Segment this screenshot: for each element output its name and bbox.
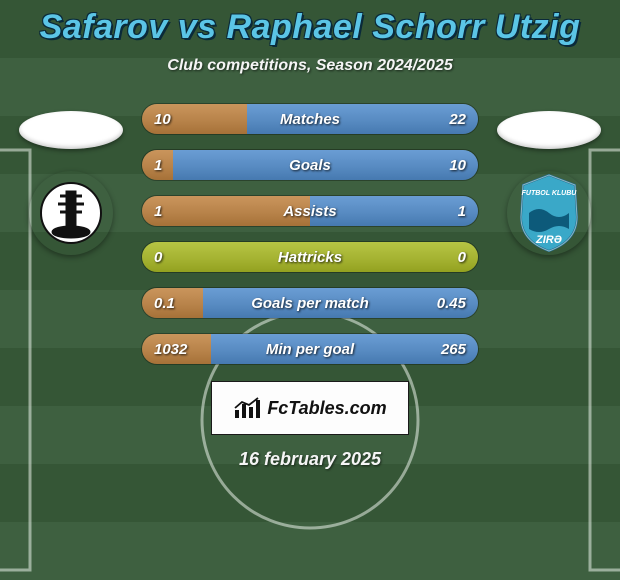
stat-bar: 1Goals10 [141, 149, 479, 181]
stat-bar: 1Assists1 [141, 195, 479, 227]
stat-bars: 10Matches22 1Goals10 1Assists1 0Hattricks0 0… [141, 103, 479, 365]
subtitle: Club competitions, Season 2024/2025 [0, 57, 620, 75]
stat-bar: 0.1Goals per match0.45 [141, 287, 479, 319]
left-flag [19, 111, 123, 149]
right-flag [497, 111, 601, 149]
date-label: 16 february 2025 [0, 449, 620, 470]
fctables-logo[interactable]: FcTables.com [211, 381, 409, 435]
svg-text:ZIRƏ: ZIRƏ [535, 234, 562, 246]
stat-bar: 10Matches22 [141, 103, 479, 135]
left-player-column [19, 103, 123, 255]
logo-text: FcTables.com [267, 398, 386, 419]
svg-text:FUTBOL KLUBU: FUTBOL KLUBU [522, 190, 578, 197]
stat-bar: 0Hattricks0 [141, 241, 479, 273]
right-player-column: FUTBOL KLUBU ZIRƏ [497, 103, 601, 255]
chart-icon [233, 396, 261, 420]
right-club-badge: FUTBOL KLUBU ZIRƏ [507, 171, 591, 255]
stat-bar: 1032Min per goal265 [141, 333, 479, 365]
left-club-badge [29, 171, 113, 255]
comparison-row: 10Matches22 1Goals10 1Assists1 0Hattricks0 0… [0, 103, 620, 365]
page-title: Safarov vs Raphael Schorr Utzig [0, 8, 620, 47]
